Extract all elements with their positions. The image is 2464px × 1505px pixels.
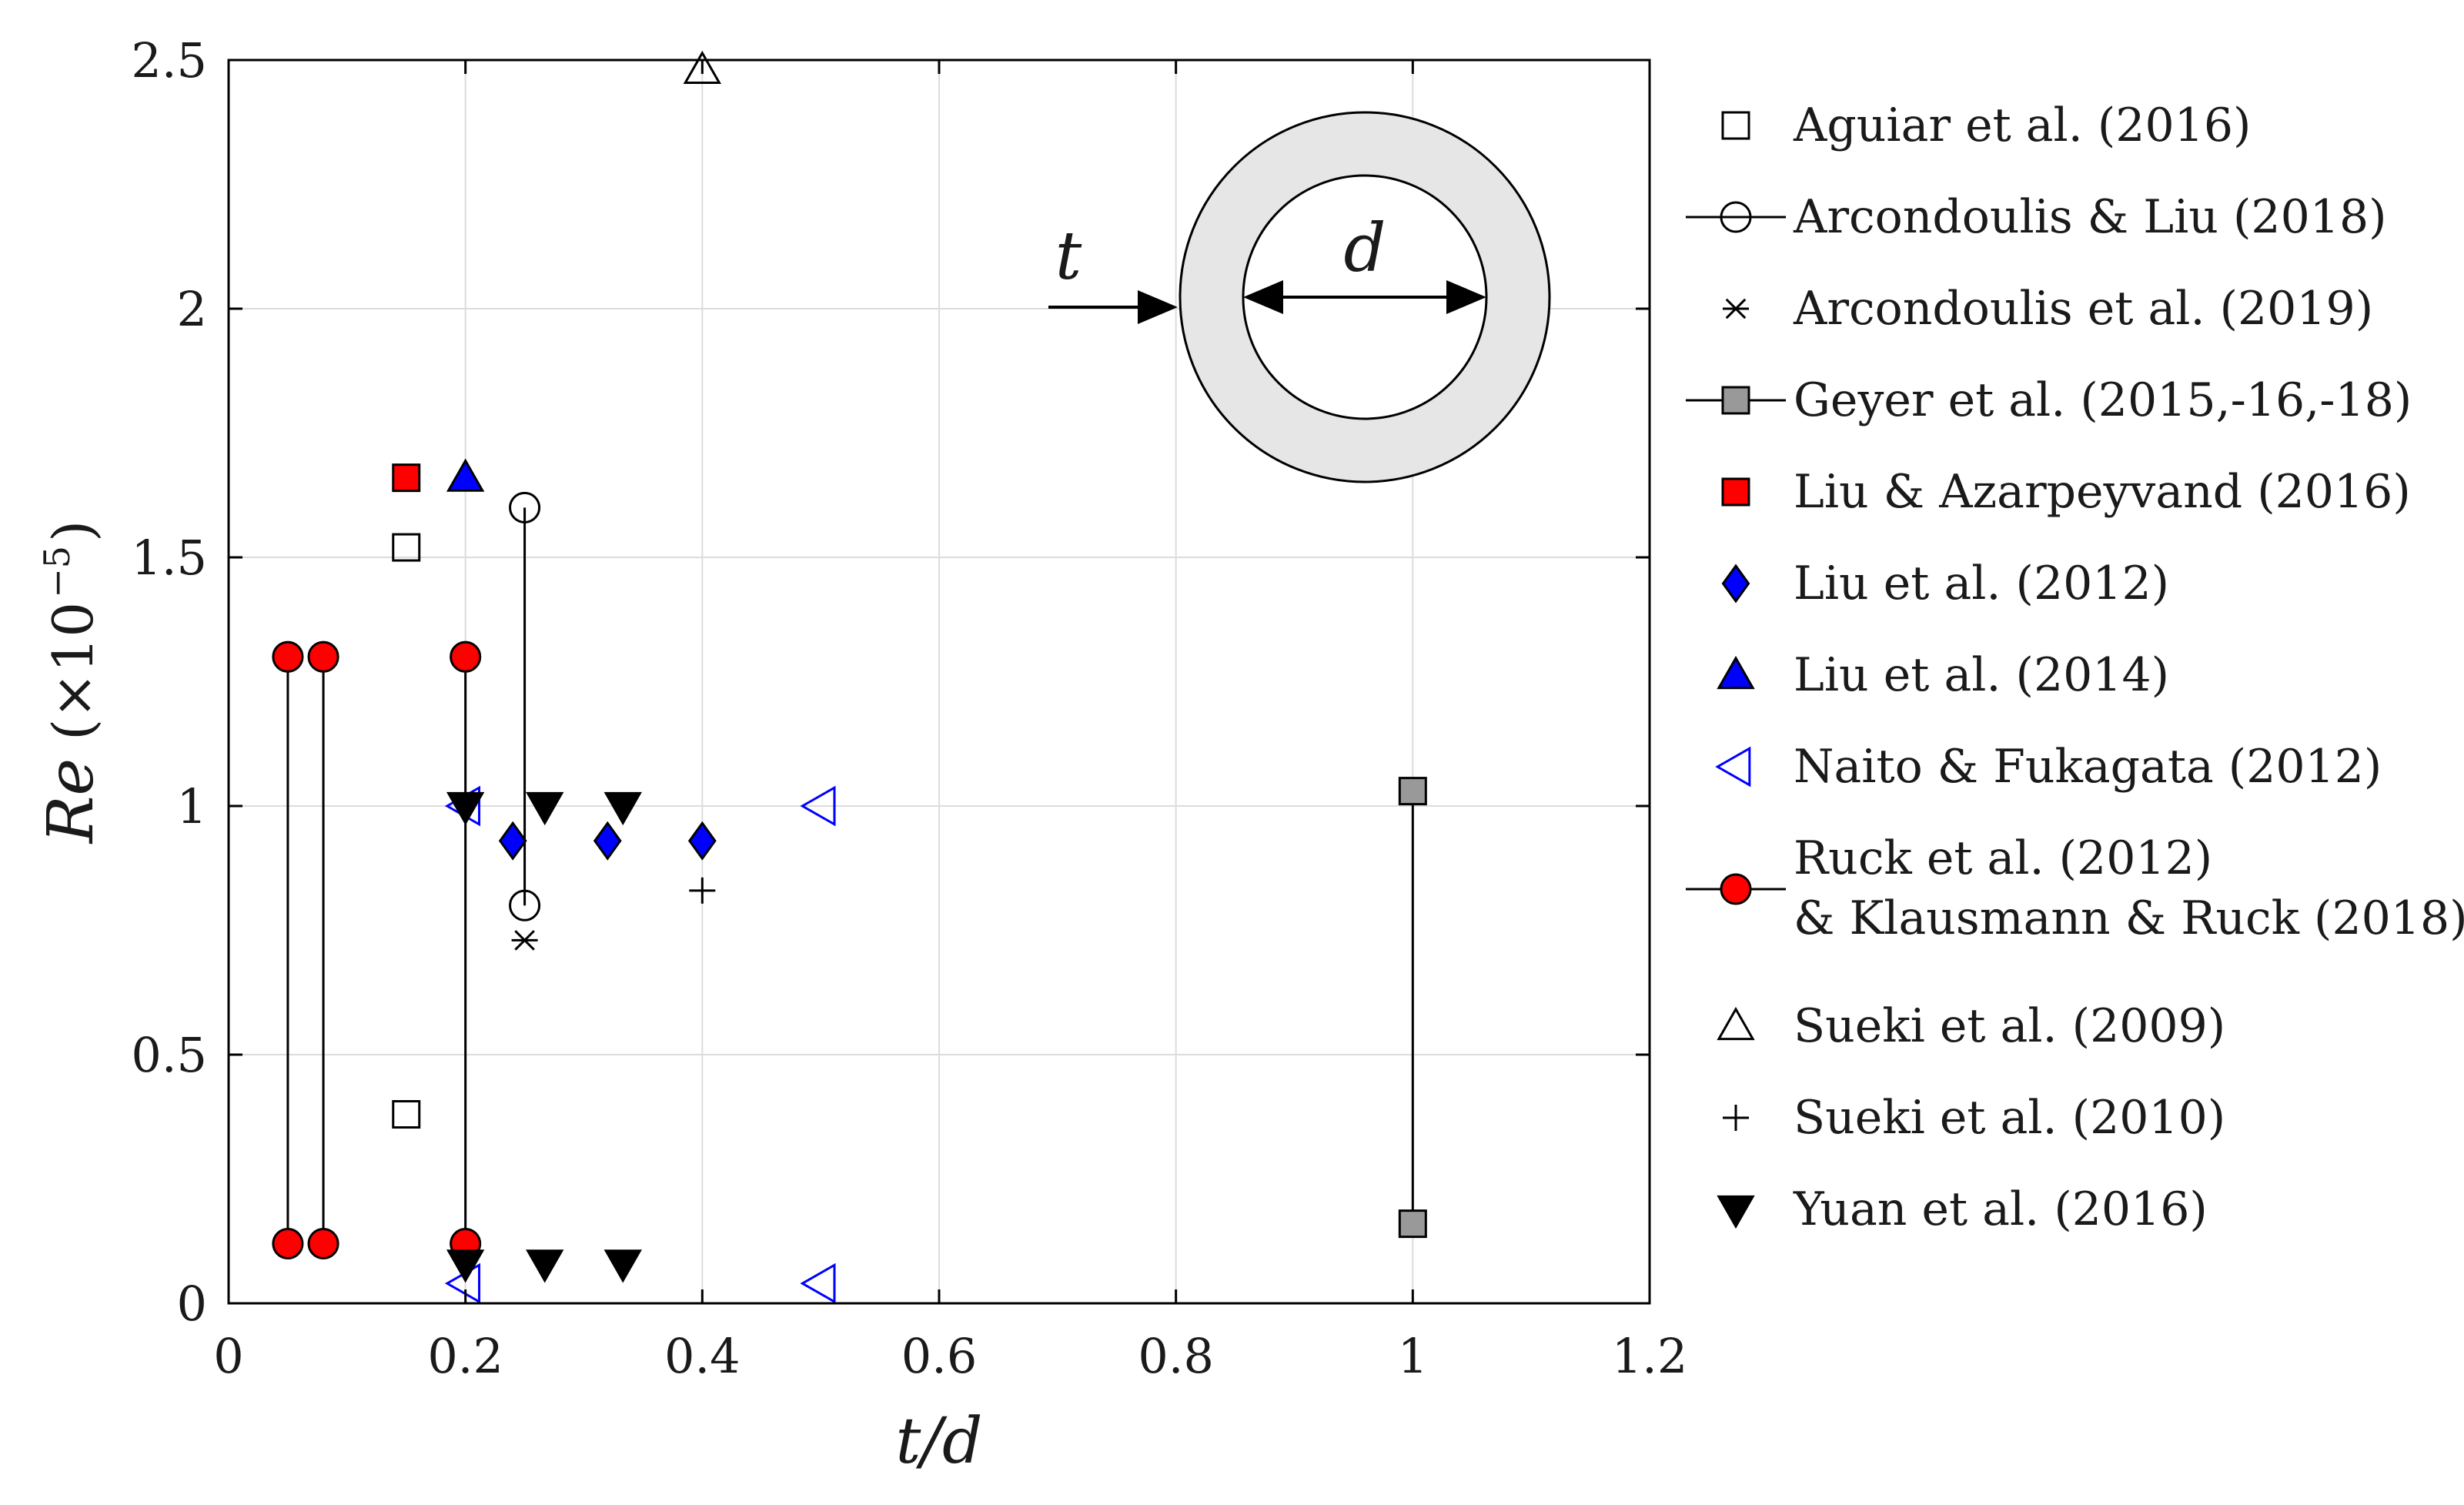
x-tick-label: 0.6 xyxy=(901,1328,978,1384)
thickness-arrowhead xyxy=(1138,290,1178,324)
series-0-legend-symbol xyxy=(1721,111,1750,140)
series-11-legend-label: Yuan et al. (2016) xyxy=(1793,1182,2208,1236)
y-tick-label: 2 xyxy=(177,281,207,337)
x-tick-label: 0.2 xyxy=(427,1328,503,1384)
series-11-point xyxy=(526,791,564,826)
legend: Aguiar et al. (2016) Arcondoulis & Liu (2… xyxy=(1686,99,2464,1236)
series-11-point xyxy=(446,791,485,826)
series-8-legend-label: Ruck et al. (2012) xyxy=(1794,831,2212,885)
series-10-legend-symbol xyxy=(1723,1105,1749,1131)
y-axis-label: Re (×10 −5 ) xyxy=(35,520,108,845)
series-2-point xyxy=(511,930,538,951)
series-6-legend-symbol xyxy=(1717,655,1755,690)
series-8-legend-label: & Klausmann & Ruck (2018) xyxy=(1794,891,2464,945)
series-8-point xyxy=(272,1227,304,1260)
series-4-legend-label: Liu & Azarpeyvand (2016) xyxy=(1794,465,2411,519)
diameter-label: d xyxy=(1343,210,1386,287)
series-8-point xyxy=(307,1227,339,1260)
series-8-point xyxy=(307,640,339,673)
series-3-legend-symbol xyxy=(1721,386,1750,415)
series-9-legend-label: Sueki et al. (2009) xyxy=(1794,999,2225,1053)
x-tick-labels: 0 0.2 0.4 0.6 0.8 1 1.2 xyxy=(213,1328,1687,1384)
series-3-point xyxy=(1398,1209,1427,1239)
series-11-point xyxy=(526,1249,564,1283)
x-tick-label: 1.2 xyxy=(1612,1328,1688,1384)
series-5-legend-symbol xyxy=(1721,564,1750,604)
series-8-point xyxy=(272,640,304,673)
series-10-legend-label: Sueki et al. (2010) xyxy=(1794,1091,2225,1145)
series-7-point xyxy=(800,1263,836,1304)
y-tick-labels: 0 0.5 1 1.5 2 2.5 xyxy=(131,32,207,1332)
y-axis-label-main: Re xyxy=(35,758,108,844)
series-0-point xyxy=(392,1100,421,1129)
series-6-legend-label: Liu et al. (2014) xyxy=(1794,648,2169,702)
x-tick-label: 1 xyxy=(1398,1328,1428,1384)
series-7-point xyxy=(800,785,836,827)
series-4-legend-symbol xyxy=(1721,477,1750,507)
ring-cross-section-inset: dt xyxy=(1048,111,1551,483)
series-7-legend-label: Naito & Fukagata (2012) xyxy=(1794,740,2382,794)
series-4-point xyxy=(392,463,421,493)
x-tick-label: 0.8 xyxy=(1138,1328,1214,1384)
series-5-point xyxy=(498,821,527,861)
diameter-arrowhead-left xyxy=(1243,280,1283,314)
series-5-point xyxy=(687,821,717,861)
series-5-point xyxy=(593,821,622,861)
series-9-legend-symbol xyxy=(1717,1006,1755,1041)
series-0-legend-label: Aguiar et al. (2016) xyxy=(1793,99,2251,152)
series-6-point xyxy=(446,458,485,492)
series-2-legend-label: Arcondoulis et al. (2019) xyxy=(1793,282,2373,336)
series-11-point xyxy=(446,1249,485,1283)
series-0-point xyxy=(392,533,421,562)
data-markers xyxy=(272,50,1427,1304)
axis-ticks xyxy=(227,59,1651,1305)
series-2-legend-symbol xyxy=(1723,298,1749,319)
series-10-point xyxy=(689,877,716,904)
series-11-legend-symbol xyxy=(1717,1195,1755,1229)
y-axis-label-exponent: −5 xyxy=(36,546,78,598)
svg-text:Re (×10 −5 ): Re (×10 −5 ) xyxy=(35,520,108,845)
diameter-arrowhead-right xyxy=(1446,280,1486,314)
y-axis-label-close: ) xyxy=(41,520,105,542)
y-tick-label: 0.5 xyxy=(131,1027,207,1083)
thickness-label: t xyxy=(1055,218,1082,295)
y-tick-label: 1.5 xyxy=(131,530,207,586)
series-1-legend-symbol xyxy=(1720,201,1752,233)
series-1-point xyxy=(509,491,541,523)
x-tick-label: 0.4 xyxy=(664,1328,741,1384)
series-11-point xyxy=(603,791,642,826)
x-axis-label: t/d xyxy=(895,1405,982,1478)
y-tick-label: 2.5 xyxy=(131,32,207,89)
y-axis-label-scale: (×10 xyxy=(41,602,105,741)
y-tick-label: 0 xyxy=(177,1276,207,1332)
series-3-legend-label: Geyer et al. (2015,-16,-18) xyxy=(1794,373,2412,427)
series-1-point xyxy=(509,889,541,921)
series-7-legend-symbol xyxy=(1715,746,1751,788)
x-tick-label: 0 xyxy=(213,1328,243,1384)
y-tick-label: 1 xyxy=(177,778,207,834)
series-3-point xyxy=(1398,777,1427,806)
series-5-legend-label: Liu et al. (2012) xyxy=(1794,557,2169,610)
series-8-point xyxy=(450,640,482,673)
series-11-point xyxy=(603,1249,642,1283)
series-1-legend-label: Arcondoulis & Liu (2018) xyxy=(1793,190,2387,244)
series-8-legend-symbol xyxy=(1720,873,1752,905)
series-9-point xyxy=(683,50,722,84)
